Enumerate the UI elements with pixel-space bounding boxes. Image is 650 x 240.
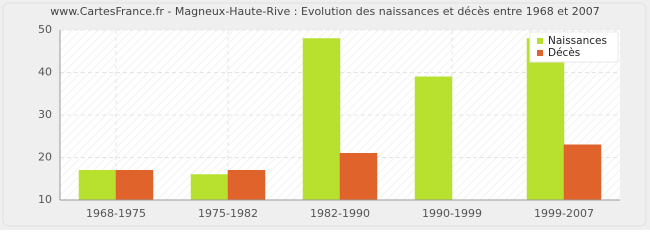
bar [526,38,565,201]
y-tick-label: 30 [38,108,52,121]
legend-swatch [537,50,543,56]
legend-label: Naissances [548,35,607,47]
y-tick-label: 10 [38,193,52,206]
bar [563,144,602,201]
chart: www.CartesFrance.fr - Magneux-Haute-Rive… [0,0,650,230]
bar [190,174,229,201]
bar [227,170,266,201]
bar [339,153,378,201]
x-tick-label: 1968-1975 [86,207,146,220]
x-tick-label: 1990-1999 [422,207,482,220]
y-tick-label: 50 [38,23,52,36]
x-tick-label: 1975-1982 [198,207,258,220]
bar [302,38,341,201]
legend-label: Décès [548,47,580,59]
bar [115,170,154,201]
y-tick-label: 20 [38,151,52,164]
bar [78,170,117,201]
legend-box [529,31,619,63]
legend-swatch [537,38,543,44]
x-tick-label: 1982-1990 [310,207,370,220]
x-tick-label: 1999-2007 [534,207,594,220]
bar [414,76,453,201]
frame [2,2,647,227]
chart-title: www.CartesFrance.fr - Magneux-Haute-Rive… [50,5,600,18]
y-tick-label: 40 [38,66,52,79]
